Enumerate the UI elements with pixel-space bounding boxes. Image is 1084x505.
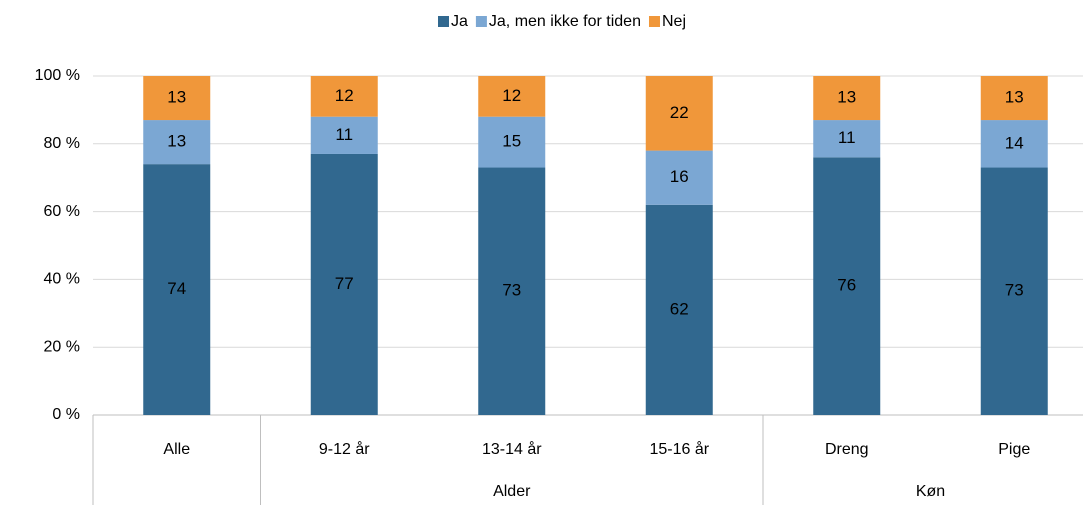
data-label: 15 (502, 132, 521, 151)
bar-segment (310, 153, 378, 415)
data-label: 13 (1005, 88, 1024, 107)
x-tick-label: 15-16 år (649, 440, 709, 458)
bar-segment (310, 116, 378, 154)
data-label: 11 (838, 128, 856, 147)
y-tick-label: 80 % (44, 135, 80, 152)
bar-segment (478, 116, 546, 168)
data-label: 62 (670, 299, 689, 318)
data-label: 73 (1005, 281, 1024, 300)
y-tick-label: 60 % (44, 203, 80, 220)
y-tick-label: 40 % (44, 271, 80, 288)
x-tick-label: 9-12 år (319, 440, 370, 458)
data-label: 11 (335, 125, 353, 144)
data-label: 13 (167, 132, 186, 151)
legend-label: Ja (451, 13, 468, 30)
x-tick-label: 13-14 år (482, 440, 542, 458)
data-label: 13 (837, 88, 856, 107)
bar-segment (813, 157, 881, 416)
legend-swatch (438, 16, 449, 27)
bar-segment (980, 167, 1048, 415)
legend-label: Ja, men ikke for tiden (489, 13, 641, 30)
data-label: 14 (1005, 133, 1024, 152)
data-label: 12 (335, 86, 354, 105)
legend-label: Nej (662, 13, 686, 30)
bar-segment (478, 167, 546, 415)
bar-segment (813, 76, 881, 121)
bar-segment (143, 120, 211, 165)
data-label: 74 (167, 279, 186, 298)
bar-segment (478, 76, 546, 117)
data-label: 13 (167, 88, 186, 107)
bar-segment (645, 150, 713, 205)
data-label: 77 (335, 274, 354, 293)
group-label: Alder (493, 483, 531, 500)
group-label: Køn (916, 483, 945, 500)
x-tick-label: Alle (163, 441, 190, 458)
y-tick-label: 20 % (44, 338, 80, 355)
bar-segment (980, 120, 1048, 168)
x-tick-label: Dreng (825, 441, 869, 458)
data-label: 16 (670, 167, 689, 186)
bar-segment (143, 164, 211, 415)
bar-segment (645, 76, 713, 151)
data-label: 22 (670, 103, 689, 122)
bar-segment (980, 76, 1048, 121)
bar-segment (143, 76, 211, 121)
bar-segment (310, 76, 378, 117)
legend-swatch (648, 16, 660, 27)
y-tick-label: 0 % (52, 406, 80, 423)
bar-segment (813, 120, 881, 158)
y-tick-label: 100 % (35, 67, 80, 84)
data-label: 76 (837, 276, 856, 295)
x-tick-label: Pige (998, 441, 1030, 458)
data-label: 73 (502, 281, 521, 300)
data-label: 12 (502, 86, 521, 105)
legend-swatch (475, 16, 487, 27)
bar-segment (645, 204, 713, 415)
